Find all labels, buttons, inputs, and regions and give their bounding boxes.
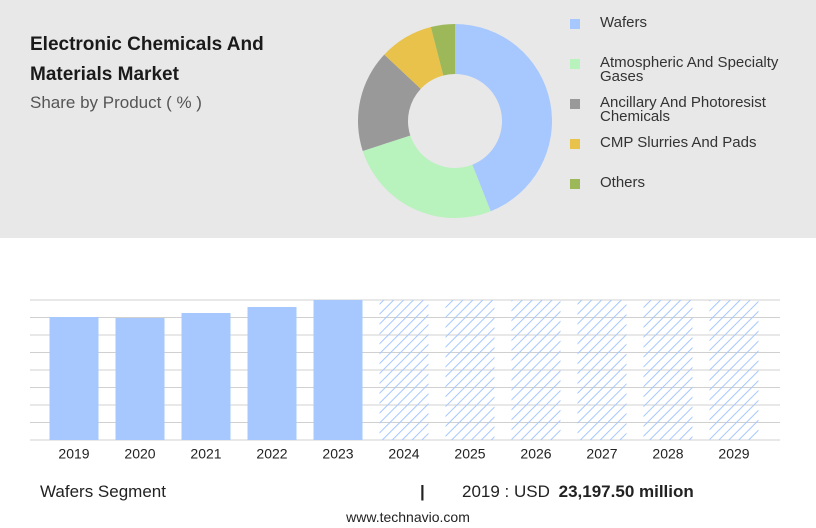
x-tick-label: 2023 — [322, 446, 353, 462]
forecast-placeholder — [643, 300, 693, 440]
legend-swatch — [570, 139, 580, 149]
legend-swatch — [570, 19, 580, 29]
year: 2019 — [462, 482, 500, 501]
legend-label: Others — [600, 174, 646, 191]
bar — [49, 317, 99, 440]
donut-slice — [384, 27, 444, 89]
x-tick-label: 2019 — [58, 446, 89, 462]
x-tick-label: 2024 — [388, 446, 419, 462]
forecast-placeholder — [379, 300, 429, 440]
chart-subtitle: Share by Product ( % ) — [30, 93, 202, 112]
forecast-placeholder — [445, 300, 495, 440]
bar — [181, 313, 231, 440]
x-tick-label: 2029 — [718, 446, 749, 462]
x-tick-label: 2025 — [454, 446, 485, 462]
x-tick-label: 2022 — [256, 446, 287, 462]
forecast-placeholder — [577, 300, 627, 440]
separator: | — [420, 482, 425, 501]
forecast-placeholder — [709, 300, 759, 440]
donut-slice — [430, 24, 455, 76]
legend-label: CMP Slurries And Pads — [600, 134, 757, 151]
segment-value: 2019 : USD 23,197.50 million — [462, 482, 694, 501]
forecast-placeholder — [511, 300, 561, 440]
x-tick-label: 2028 — [652, 446, 683, 462]
legend-swatch — [570, 59, 580, 69]
legend-label: Wafers — [600, 14, 647, 31]
segment-label: Wafers Segment — [40, 482, 166, 501]
bar — [313, 300, 363, 440]
legend-label: Atmospheric And Specialty Gases — [600, 54, 779, 85]
bar — [115, 318, 165, 440]
x-tick-label: 2026 — [520, 446, 551, 462]
bar — [247, 306, 297, 440]
x-tick-label: 2021 — [190, 446, 221, 462]
source: www.technavio.com — [346, 509, 470, 525]
chart-title: Electronic Chemicals And Materials Marke… — [30, 34, 264, 85]
donut-slice — [362, 135, 491, 218]
donut-slice — [455, 24, 552, 212]
donut-slice — [358, 54, 421, 151]
value-label: 23,197.50 million — [558, 482, 694, 501]
legend-swatch — [570, 179, 580, 189]
currency: USD — [514, 482, 550, 501]
legend-label: Ancillary And Photoresist Chemicals — [600, 94, 766, 125]
legend-swatch — [570, 99, 580, 109]
x-tick-label: 2020 — [124, 446, 155, 462]
x-tick-label: 2027 — [586, 446, 617, 462]
